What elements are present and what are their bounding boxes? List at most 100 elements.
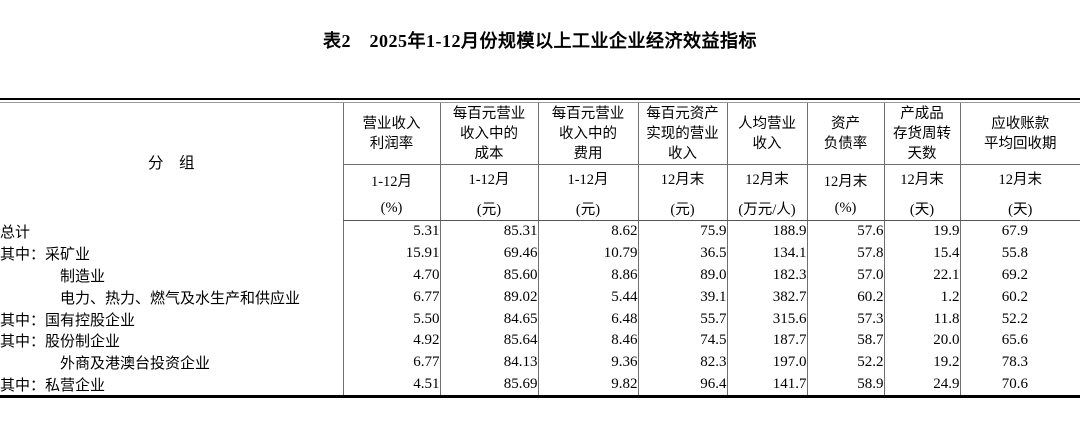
value-cell: 182.3 xyxy=(726,264,807,287)
column-subheader-cell-8: 12月末 (天) xyxy=(959,164,1080,221)
value-cell: 15.4 xyxy=(883,242,960,265)
value-cell: 188.9 xyxy=(726,220,807,243)
period-label: 12月末 xyxy=(660,172,705,188)
unit-label: (万元/人) xyxy=(738,202,796,218)
row-label-cell: 电力、热力、燃气及水生产和供应业 xyxy=(60,290,301,307)
table-row: 其中：股份制企业 4.92 85.64 8.46 74.5 187.7 58.7 20.0 65… xyxy=(0,329,1080,352)
column-header-cell-2: 每百元营业 收入中的 成本 xyxy=(439,103,538,165)
group-header-cell: 分 组 xyxy=(147,154,195,172)
value-cell: 19.2 xyxy=(883,351,960,374)
column-header-cell-4: 每百元资产 实现的营业 收入 xyxy=(637,103,727,165)
table-body: 总计 5.31 85.31 8.62 75.9 188.9 57.6 19.9 67.9 其中：采… xyxy=(0,220,1080,397)
value-cell: 57.6 xyxy=(806,220,884,243)
value-cell: 315.6 xyxy=(726,308,807,330)
value-cell: 60.2 xyxy=(806,286,884,309)
table-row: 外商及港澳台投资企业 6.77 84.13 9.36 82.3 197.0 52.2 19.2… xyxy=(0,351,1080,374)
column-subheader-cell-4: 12月末 (元) xyxy=(637,164,727,221)
column-header-cell-1: 营业收入 利润率 xyxy=(342,103,440,165)
value-cell: 382.7 xyxy=(726,286,807,309)
value-cell: 10.79 xyxy=(537,242,638,265)
value-cell: 4.70 xyxy=(342,264,440,287)
value-cell: 69.46 xyxy=(439,242,538,265)
column-subheader-cell-2: 1-12月 (元) xyxy=(439,164,538,221)
value-cell: 52.2 xyxy=(806,351,884,374)
value-cell: 9.82 xyxy=(537,373,638,397)
value-cell: 70.6 xyxy=(959,373,1080,397)
period-label: 1-12月 xyxy=(468,172,510,188)
period-label: 12月末 xyxy=(998,172,1043,188)
value-cell: 67.9 xyxy=(959,220,1080,243)
value-cell: 85.69 xyxy=(439,373,538,397)
row-label-cell: 总计 xyxy=(0,225,31,242)
column-subheader-cell-5: 12月末 (万元/人) xyxy=(726,164,807,221)
column-subheader-cell-6: 12月末 (%) xyxy=(806,164,884,221)
value-cell: 85.60 xyxy=(439,264,538,287)
value-cell: 85.31 xyxy=(439,220,538,243)
value-cell: 141.7 xyxy=(726,373,807,397)
value-cell: 4.92 xyxy=(342,329,440,352)
period-label: 12月末 xyxy=(745,172,789,188)
value-cell: 6.77 xyxy=(342,286,440,309)
value-cell: 8.46 xyxy=(537,329,638,352)
unit-label: (%) xyxy=(380,200,403,216)
value-cell: 11.8 xyxy=(883,308,960,330)
value-cell: 75.9 xyxy=(637,220,727,243)
value-cell: 36.5 xyxy=(637,242,727,265)
column-header-cell-5: 人均营业 收入 xyxy=(726,103,807,165)
table-row: 总计 5.31 85.31 8.62 75.9 188.9 57.6 19.9 67.9 xyxy=(0,220,1080,243)
period-label: 1-12月 xyxy=(370,174,413,190)
row-label-cell: 其中：国有控股企业 xyxy=(0,312,136,329)
column-subheader-cell-1: 1-12月 (%) xyxy=(342,164,440,221)
value-cell: 6.48 xyxy=(537,308,638,330)
unit-label: (元) xyxy=(575,202,601,218)
value-cell: 89.02 xyxy=(439,286,538,309)
table-row: 其中：国有控股企业 5.50 84.65 6.48 55.7 315.6 57.3 11.8 5… xyxy=(0,308,1080,330)
unit-label: (元) xyxy=(476,202,502,218)
table-row: 其中：私营企业 4.51 85.69 9.82 96.4 141.7 58.9 24.9 70.… xyxy=(0,373,1080,397)
table-row: 电力、热力、燃气及水生产和供应业 6.77 89.02 5.44 39.1 382.7 60… xyxy=(0,286,1080,309)
unit-label: (元) xyxy=(670,202,695,218)
value-cell: 85.64 xyxy=(439,329,538,352)
value-cell: 15.91 xyxy=(342,242,440,265)
table-header: 分 组 营业收入 利润率 每百元营业 收入中的 成本 每百元营业 收入中的 费用 每百元… xyxy=(0,103,1080,221)
table-row: 其中：采矿业 15.91 69.46 10.79 36.5 134.1 57.8 15.4 55… xyxy=(0,242,1080,265)
column-header-cell-8: 应收账款 平均回收期 xyxy=(959,103,1080,165)
value-cell: 58.7 xyxy=(806,329,884,352)
value-cell: 197.0 xyxy=(726,351,807,374)
value-cell: 4.51 xyxy=(342,373,440,397)
value-cell: 8.62 xyxy=(537,220,638,243)
value-cell: 187.7 xyxy=(726,329,807,352)
indicators-table: 分 组 营业收入 利润率 每百元营业 收入中的 成本 每百元营业 收入中的 费用 每百元… xyxy=(0,103,1080,399)
value-cell: 58.9 xyxy=(806,373,884,397)
value-cell: 69.2 xyxy=(959,264,1080,287)
value-cell: 1.2 xyxy=(883,286,960,309)
value-cell: 57.0 xyxy=(806,264,884,287)
value-cell: 84.13 xyxy=(439,351,538,374)
unit-label: (%) xyxy=(834,200,857,216)
value-cell: 6.77 xyxy=(342,351,440,374)
value-cell: 19.9 xyxy=(883,220,960,243)
value-cell: 5.44 xyxy=(537,286,638,309)
column-header-cell-3: 每百元营业 收入中的 费用 xyxy=(537,103,638,165)
value-cell: 60.2 xyxy=(959,286,1080,309)
value-cell: 134.1 xyxy=(726,242,807,265)
value-cell: 55.8 xyxy=(959,242,1080,265)
row-label-cell: 制造业 xyxy=(60,268,106,285)
column-header-cell-6: 资产 负债率 xyxy=(806,103,884,165)
value-cell: 65.6 xyxy=(959,329,1080,352)
row-label-cell: 其中：股份制企业 xyxy=(0,334,121,351)
value-cell: 84.65 xyxy=(439,308,538,330)
unit-label: (天) xyxy=(909,202,935,218)
row-label-cell: 其中：采矿业 xyxy=(0,247,91,264)
row-label-cell: 外商及港澳台投资企业 xyxy=(60,356,211,373)
value-cell: 5.31 xyxy=(342,220,440,243)
value-cell: 39.1 xyxy=(637,286,727,309)
value-cell: 96.4 xyxy=(637,373,727,397)
table-wrap: 分 组 营业收入 利润率 每百元营业 收入中的 成本 每百元营业 收入中的 费用 每百元… xyxy=(0,98,1080,399)
period-label: 12月末 xyxy=(823,174,868,190)
row-label-cell: 其中：私营企业 xyxy=(0,377,106,394)
period-label: 1-12月 xyxy=(567,172,609,188)
value-cell: 74.5 xyxy=(637,329,727,352)
column-subheader-cell-7: 12月末 (天) xyxy=(883,164,960,221)
